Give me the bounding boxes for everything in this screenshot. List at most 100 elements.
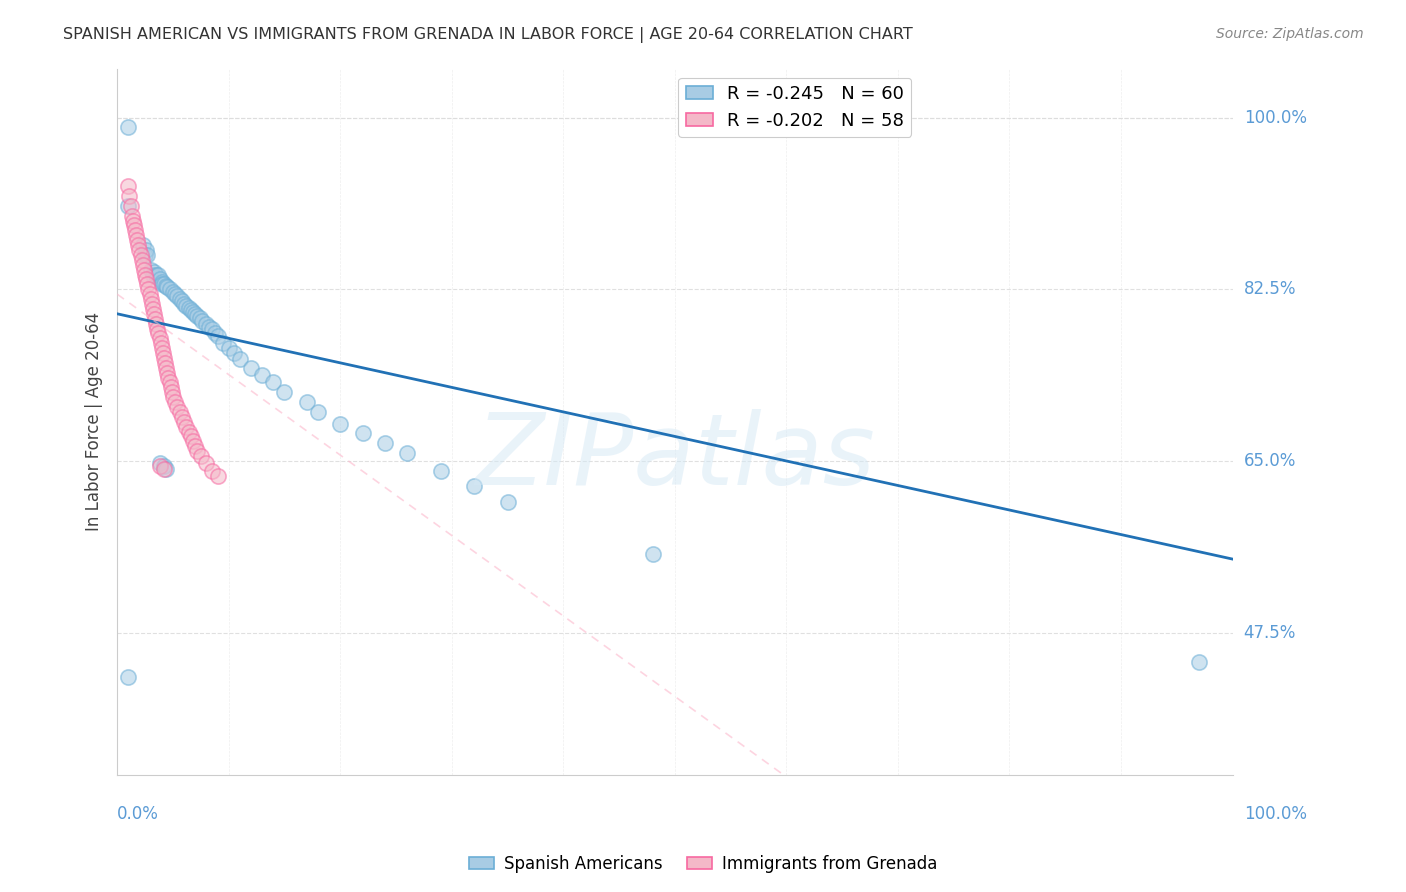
Point	[201, 464, 224, 478]
Point	[197, 319, 219, 334]
Point	[184, 439, 207, 453]
Point	[229, 351, 252, 366]
Point	[207, 468, 229, 483]
Text: 47.5%: 47.5%	[1244, 624, 1296, 641]
Point	[134, 248, 156, 262]
Point	[132, 262, 155, 277]
Point	[148, 458, 170, 473]
Point	[149, 336, 172, 351]
Point	[136, 277, 159, 292]
Point	[118, 189, 141, 203]
Point	[155, 360, 177, 375]
Point	[429, 464, 451, 478]
Point	[162, 285, 184, 300]
Point	[177, 425, 200, 439]
Point	[148, 268, 170, 282]
Point	[180, 302, 202, 317]
Point	[186, 309, 208, 323]
Point	[195, 317, 218, 331]
Point	[329, 417, 352, 431]
Point	[138, 282, 160, 296]
Point	[153, 277, 176, 292]
Point	[150, 341, 173, 355]
Point	[148, 272, 170, 286]
Point	[139, 262, 162, 277]
Text: ZIPatlas: ZIPatlas	[475, 409, 875, 506]
Point	[145, 268, 167, 282]
Point	[127, 238, 149, 252]
Text: 100.0%: 100.0%	[1244, 805, 1306, 823]
Point	[143, 307, 166, 321]
Point	[307, 405, 329, 419]
Point	[159, 282, 181, 296]
Point	[121, 213, 143, 227]
Point	[156, 366, 179, 380]
Point	[148, 326, 170, 341]
Point	[204, 326, 226, 341]
Point	[141, 297, 163, 311]
Point	[218, 341, 240, 355]
Point	[240, 360, 263, 375]
Point	[159, 380, 181, 394]
Point	[170, 409, 193, 424]
Point	[352, 426, 374, 441]
Point	[145, 317, 167, 331]
Point	[131, 252, 153, 267]
Point	[134, 268, 156, 282]
Point	[295, 395, 318, 409]
Point	[463, 479, 485, 493]
Point	[190, 449, 212, 463]
Point	[125, 228, 148, 243]
Point	[117, 670, 139, 684]
Point	[201, 322, 224, 336]
Point	[162, 390, 184, 404]
Point	[117, 199, 139, 213]
Point	[166, 400, 188, 414]
Point	[117, 120, 139, 135]
Legend: R = -0.245   N = 60, R = -0.202   N = 58: R = -0.245 N = 60, R = -0.202 N = 58	[678, 78, 911, 137]
Point	[153, 462, 176, 476]
Point	[120, 199, 142, 213]
Point	[176, 299, 198, 313]
Point	[148, 456, 170, 470]
Point	[191, 313, 214, 327]
Point	[142, 301, 165, 316]
Point	[273, 385, 295, 400]
Point	[136, 248, 159, 262]
Point	[157, 370, 180, 384]
Point	[165, 395, 187, 409]
Point	[132, 238, 155, 252]
Point	[160, 385, 183, 400]
Point	[135, 243, 157, 257]
Point	[173, 297, 195, 311]
Text: 0.0%: 0.0%	[117, 805, 159, 823]
Point	[150, 277, 173, 292]
Point	[155, 462, 177, 476]
Point	[374, 436, 396, 450]
Point	[146, 321, 169, 335]
Point	[128, 243, 150, 257]
Point	[224, 346, 246, 360]
Point	[169, 292, 191, 306]
Point	[153, 458, 176, 473]
Text: Source: ZipAtlas.com: Source: ZipAtlas.com	[1216, 27, 1364, 41]
Point	[170, 293, 193, 308]
Point	[176, 419, 198, 434]
Point	[153, 351, 176, 365]
Point	[496, 495, 519, 509]
Legend: Spanish Americans, Immigrants from Grenada: Spanish Americans, Immigrants from Grena…	[461, 848, 945, 880]
Point	[181, 305, 204, 319]
Point	[188, 310, 211, 325]
Point	[166, 289, 188, 303]
Point	[127, 233, 149, 247]
Point	[124, 223, 146, 237]
Point	[207, 329, 229, 343]
Point	[142, 268, 165, 282]
Point	[262, 376, 284, 390]
Point	[212, 336, 235, 351]
Point	[195, 456, 218, 470]
Point	[152, 346, 174, 360]
Point	[148, 331, 170, 345]
Point	[1188, 655, 1211, 669]
Point	[186, 444, 208, 458]
